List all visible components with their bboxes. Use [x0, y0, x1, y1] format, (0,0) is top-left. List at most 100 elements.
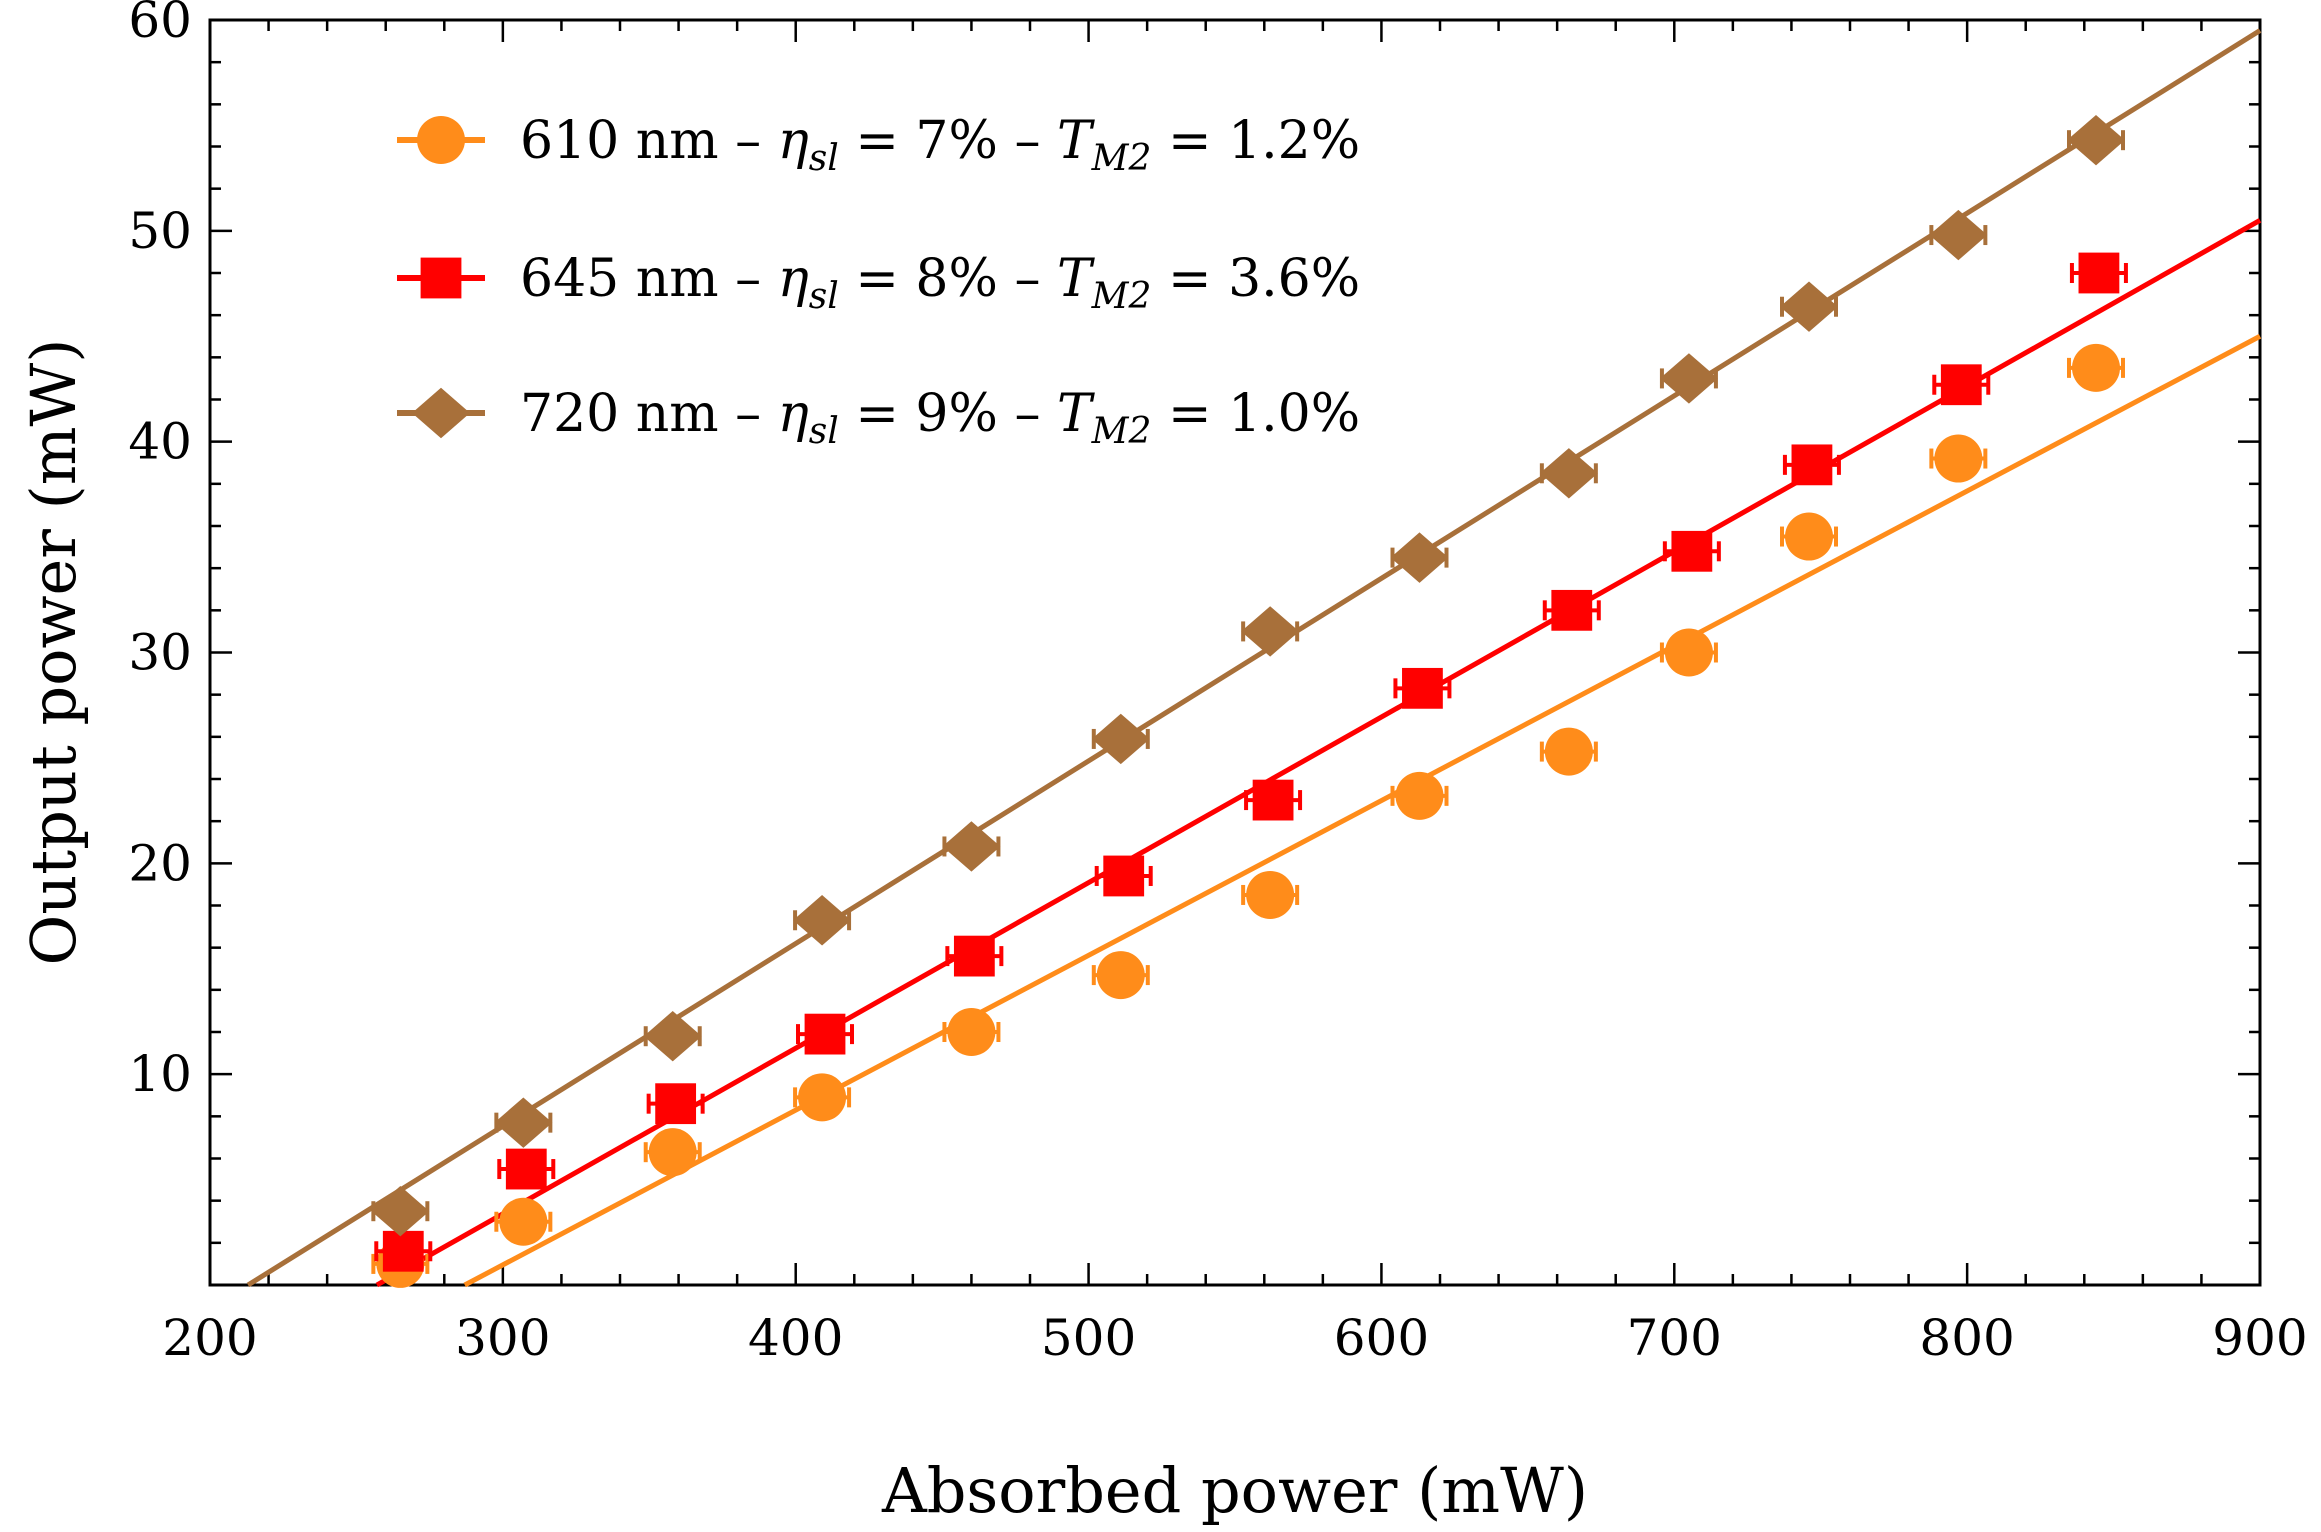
data-point-group	[1662, 530, 1721, 572]
y-tick-label: 40	[128, 413, 192, 471]
legend: 610 nm – ηsl = 7% – TM2 = 1.2% 645 nm – η…	[397, 111, 1360, 452]
data-point-group	[494, 1197, 553, 1246]
data-point-group	[942, 1008, 1001, 1056]
data-point	[1096, 951, 1145, 1000]
data-point	[2067, 114, 2125, 166]
data-point	[382, 1230, 424, 1272]
x-axis-title: Absorbed power (mW)	[881, 1454, 1588, 1527]
data-point	[1934, 434, 1983, 483]
data-point	[942, 821, 1001, 872]
legend-item: 645 nm – ηsl = 8% – TM2 = 3.6%	[397, 249, 1360, 317]
data-point-group	[494, 1097, 553, 1148]
x-tick-label: 600	[1334, 1309, 1429, 1367]
data-point-group	[1932, 364, 1991, 406]
data-point-group	[1780, 281, 1838, 332]
data-point-group	[1241, 606, 1300, 657]
data-point-group	[1929, 209, 1988, 261]
data-points	[371, 114, 2128, 1288]
data-point	[1241, 606, 1300, 657]
data-point	[499, 1197, 548, 1246]
plot-frame	[208, 18, 2262, 1287]
legend-item: 720 nm – ηsl = 9% – TM2 = 1.0%	[397, 384, 1360, 452]
data-point	[648, 1128, 697, 1177]
data-point-group	[942, 821, 1001, 872]
data-point-group	[1659, 628, 1718, 677]
y-tick-label: 60	[128, 0, 192, 49]
data-point-group	[643, 1128, 702, 1177]
data-point-group	[643, 1011, 702, 1062]
data-point-group	[1780, 512, 1838, 561]
y-tick-label: 30	[128, 624, 192, 682]
data-point-group	[1542, 589, 1601, 631]
data-point	[1671, 530, 1713, 572]
data-point-group	[497, 1148, 556, 1190]
data-point	[1539, 448, 1598, 499]
data-point	[1103, 855, 1145, 897]
data-point-group	[1782, 444, 1841, 486]
legend-marker	[412, 387, 470, 439]
y-axis-title: Output power (mW)	[17, 339, 90, 966]
data-point	[953, 935, 995, 977]
data-point-group	[374, 1230, 433, 1272]
legend-label: 645 nm – ηsl = 8% – TM2 = 3.6%	[520, 249, 1360, 317]
data-point-group	[1241, 870, 1300, 919]
legend-item: 610 nm – ηsl = 7% – TM2 = 1.2%	[397, 111, 1360, 179]
data-point	[2072, 343, 2120, 392]
data-point-group	[1659, 353, 1718, 404]
x-tick-labels: 200 300 400 500 600 700 800 900	[162, 1309, 2307, 1367]
data-point-group	[1091, 713, 1150, 765]
data-point	[494, 1097, 553, 1148]
x-tick-label: 300	[455, 1309, 550, 1367]
data-point-group	[1091, 951, 1150, 1000]
data-point-group	[796, 1013, 854, 1055]
legend-marker	[420, 257, 462, 299]
data-point-group	[1244, 779, 1303, 821]
data-point	[1785, 512, 1833, 561]
data-point-group	[2069, 252, 2128, 294]
data-point	[804, 1013, 846, 1055]
data-point-group	[1539, 727, 1598, 776]
legend-label: 720 nm – ηsl = 9% – TM2 = 1.0%	[520, 384, 1360, 452]
legend-label: 610 nm – ηsl = 7% – TM2 = 1.2%	[520, 111, 1360, 179]
data-point	[371, 1186, 430, 1237]
data-point	[1940, 364, 1982, 406]
data-point	[1091, 713, 1150, 765]
data-point-group	[793, 1073, 852, 1122]
data-point	[1929, 209, 1988, 261]
data-point-group	[646, 1083, 705, 1125]
y-tick-label: 50	[128, 202, 192, 260]
data-point-group	[2067, 114, 2125, 166]
data-point-group	[371, 1186, 430, 1237]
data-point	[1395, 771, 1444, 820]
data-point-group	[945, 935, 1004, 977]
x-tick-label: 200	[162, 1309, 257, 1367]
data-point-group	[1094, 855, 1153, 897]
axis-ticks	[208, 18, 2262, 1285]
data-point	[1780, 281, 1838, 332]
data-point-group	[1390, 532, 1449, 583]
data-point-group	[1929, 434, 1988, 483]
x-tick-label: 400	[748, 1309, 843, 1367]
data-point	[1791, 444, 1833, 486]
fit-line	[246, 28, 2262, 1288]
data-point-group	[2067, 343, 2125, 392]
fit-line	[463, 334, 2262, 1288]
x-tick-label: 500	[1041, 1309, 1136, 1367]
data-point	[505, 1148, 547, 1190]
data-point	[1664, 628, 1713, 677]
data-point	[1246, 870, 1295, 919]
data-point	[1402, 667, 1443, 709]
data-point	[1544, 727, 1593, 776]
legend-marker	[417, 116, 465, 164]
data-point	[1390, 532, 1449, 583]
data-point-group	[1539, 448, 1598, 499]
x-tick-label: 900	[2212, 1309, 2307, 1367]
data-point	[1659, 353, 1718, 404]
data-point	[947, 1008, 996, 1056]
data-point-group	[1390, 771, 1449, 820]
data-point	[2078, 252, 2120, 294]
data-point	[1551, 589, 1593, 631]
y-tick-label: 10	[128, 1045, 192, 1103]
data-point-group	[793, 895, 852, 946]
